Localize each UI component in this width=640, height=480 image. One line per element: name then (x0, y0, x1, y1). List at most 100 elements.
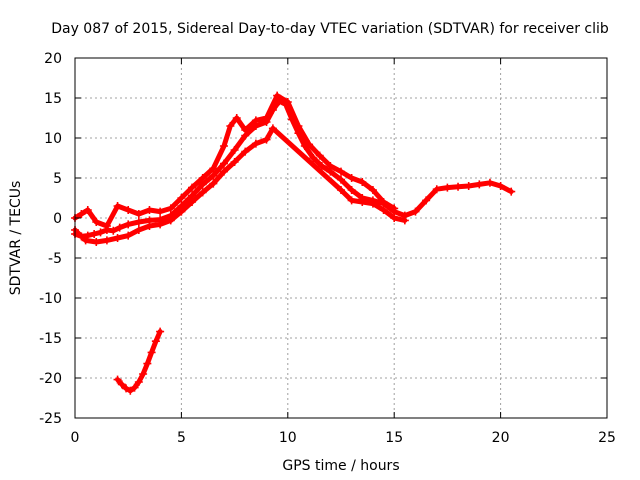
data-point (139, 370, 148, 378)
x-axis-ticks: 0 5 10 15 20 25 (71, 58, 616, 446)
y-tick-label: 5 (53, 171, 62, 187)
grid (75, 58, 607, 418)
data-point (77, 210, 86, 218)
y-axis-ticks: -25 -20 -15 -10 -5 0 5 10 15 20 (39, 51, 607, 427)
data-point (81, 236, 90, 245)
data-point (134, 378, 143, 386)
data-point (337, 167, 345, 176)
data-point (347, 174, 356, 182)
x-tick-label: 20 (492, 430, 510, 446)
data-point (368, 186, 377, 194)
data-point (113, 234, 122, 242)
data-point (145, 206, 154, 214)
data-point (198, 174, 207, 182)
data-point (115, 223, 124, 232)
y-axis-label: SDTVAR / TECUs (8, 181, 24, 296)
data-point (188, 183, 197, 192)
data-point (422, 196, 431, 205)
data-point (294, 122, 303, 130)
data-point (358, 178, 367, 186)
series-clib-lower-scatter (71, 124, 409, 246)
data-point (134, 226, 143, 234)
data-point (219, 142, 228, 150)
y-tick-label: 15 (44, 91, 62, 107)
data-point (156, 207, 165, 216)
series-clib-upper-scatter (71, 91, 399, 230)
data-point (198, 188, 207, 197)
data-point (390, 204, 399, 213)
data-point (166, 216, 175, 225)
data-point (241, 147, 250, 156)
data-point (337, 175, 345, 184)
data-point (337, 186, 345, 194)
data-point (130, 383, 139, 392)
data-point (379, 206, 388, 214)
data-point (326, 162, 335, 170)
x-tick-label: 10 (279, 430, 297, 446)
data-point (117, 380, 126, 389)
y-tick-label: -15 (39, 331, 62, 347)
data-point (464, 182, 473, 190)
data-point (315, 151, 324, 160)
y-tick-label: 0 (53, 211, 62, 227)
data-point (209, 171, 218, 180)
data-point (209, 164, 218, 173)
data-point (317, 162, 326, 170)
data-point (90, 230, 99, 238)
x-tick-label: 0 (71, 430, 80, 446)
data-point (156, 327, 165, 336)
data-point (485, 178, 494, 187)
data-point (102, 222, 111, 230)
y-tick-label: -5 (48, 251, 62, 267)
data-point (166, 204, 175, 213)
data-point (188, 198, 197, 206)
data-point (305, 140, 314, 149)
y-tick-label: 20 (44, 51, 62, 67)
data-point (109, 226, 118, 235)
data-point (411, 207, 420, 216)
data-point (143, 359, 152, 368)
x-tick-label: 15 (385, 430, 403, 446)
data-point (134, 218, 143, 226)
data-point (126, 386, 135, 395)
data-point (347, 196, 356, 205)
y-tick-label: -25 (39, 411, 62, 427)
data-point (347, 186, 356, 194)
y-tick-label: -20 (39, 371, 62, 387)
data-point (122, 384, 131, 393)
data-point (358, 198, 367, 206)
chart-title: Day 087 of 2015, Sidereal Day-to-day VTE… (51, 21, 609, 37)
data-point (241, 126, 250, 134)
data-point (145, 222, 154, 230)
data-point (273, 91, 282, 100)
data-point (475, 180, 484, 189)
data-point (134, 210, 143, 218)
data-point (219, 167, 228, 176)
data-point (156, 220, 165, 229)
data-point (443, 183, 452, 192)
x-tick-label: 25 (598, 430, 616, 446)
data-point (262, 114, 271, 122)
x-axis-label: GPS time / hours (282, 458, 399, 474)
data-point (147, 348, 156, 357)
data-point (96, 228, 105, 237)
data-point (230, 146, 239, 154)
data-point (219, 159, 228, 168)
data-point (262, 135, 271, 144)
data-point (124, 206, 133, 214)
series-clib-isolated-arc (113, 327, 165, 395)
data-point (400, 216, 409, 225)
data-point (232, 114, 241, 122)
data-point (151, 337, 160, 346)
data-point (379, 198, 388, 206)
data-point (83, 206, 92, 214)
data-point (309, 154, 318, 162)
data-point (454, 182, 463, 191)
data-point (283, 98, 292, 106)
x-tick-label: 5 (177, 430, 186, 446)
data-points (71, 91, 516, 395)
data-point (92, 238, 101, 246)
data-point (209, 179, 218, 188)
data-point (507, 187, 516, 196)
series-trace (72, 98, 514, 239)
